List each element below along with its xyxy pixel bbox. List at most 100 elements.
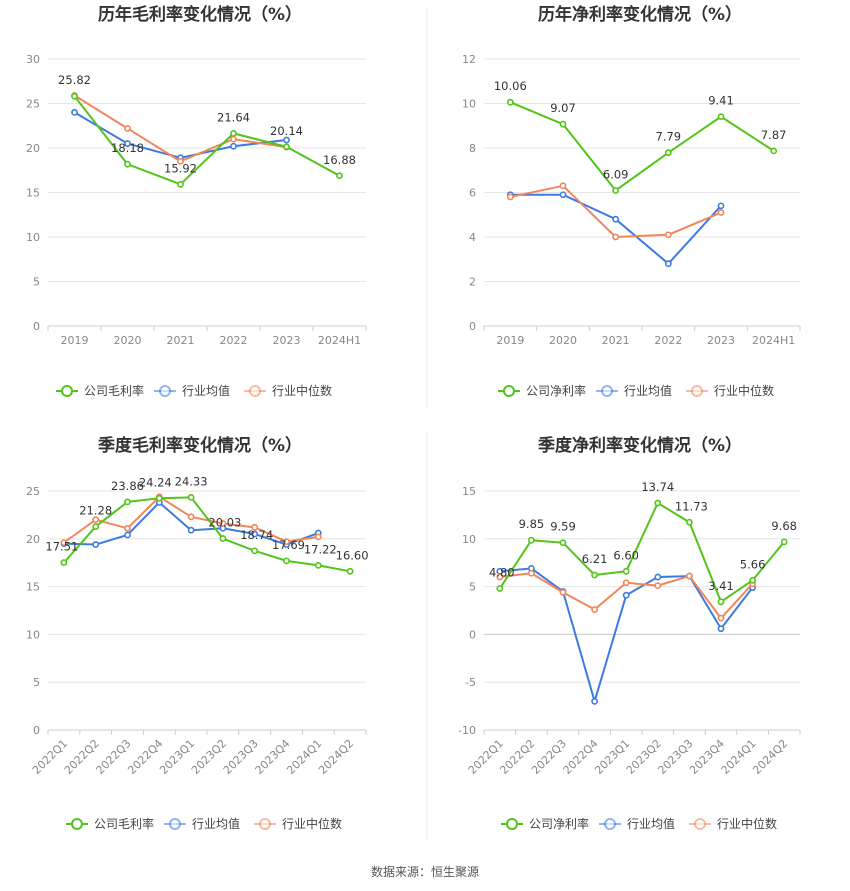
quarterly-net-legend-company[interactable]: 公司净利率 [501, 816, 589, 831]
quarterly-net-company-point[interactable] [654, 499, 662, 507]
annual-gross-legend-median[interactable]: 行业中位数 [244, 383, 332, 398]
quarterly-gross-avg-point[interactable] [251, 530, 259, 538]
quarterly-gross-median-point[interactable] [314, 533, 322, 541]
quarterly-gross-avg-point[interactable] [92, 541, 100, 548]
annual-gross-legend-avg[interactable]: 行业均值 [154, 383, 230, 398]
annual-gross-company-point[interactable] [230, 130, 237, 137]
annual-net-x-tick-label: 2023 [707, 334, 735, 347]
quarterly-net-company-point[interactable] [622, 567, 630, 575]
quarterly-net-median-point[interactable] [591, 606, 598, 613]
quarterly-gross-legend-swatch-dot [71, 818, 83, 830]
annual-gross-legend-swatch-dot [159, 385, 171, 397]
quarterly-net-legend-avg[interactable]: 行业均值 [599, 816, 675, 831]
quarterly-net-median-point[interactable] [496, 573, 504, 581]
quarterly-gross-company-point[interactable] [124, 498, 131, 506]
annual-net-median-point[interactable] [506, 193, 514, 201]
quarterly-gross-avg-point[interactable] [124, 531, 131, 539]
annual-net-median-point[interactable] [559, 182, 567, 190]
quarterly-gross-median-point[interactable] [283, 538, 290, 546]
quarterly-gross-avg-point[interactable] [187, 526, 195, 534]
quarterly-net-median-point[interactable] [654, 582, 662, 590]
annual-net-company-point[interactable] [612, 187, 620, 194]
quarterly-gross-company-point[interactable] [60, 559, 68, 567]
quarterly-gross-median-point[interactable] [124, 524, 131, 532]
quarterly-net-median-point[interactable] [717, 614, 725, 622]
quarterly-net-avg-point[interactable] [622, 591, 630, 599]
annual-net-avg-point[interactable] [559, 191, 567, 199]
quarterly-gross-legend-avg[interactable]: 行业均值 [164, 816, 240, 831]
annual-net-company-point[interactable] [770, 147, 778, 155]
annual-gross-company-point[interactable] [71, 92, 78, 100]
quarterly-net-median-point[interactable] [686, 572, 693, 580]
quarterly-net-median-point[interactable] [528, 569, 535, 577]
annual-gross-legend-company[interactable]: 公司毛利率 [56, 383, 144, 398]
quarterly-net-avg-point[interactable] [654, 573, 662, 581]
annual-net-median-point[interactable] [664, 231, 672, 239]
quarterly-gross-company-point[interactable] [346, 567, 354, 575]
annual-net-company-point[interactable] [664, 149, 672, 157]
data-source-note: 数据来源：恒生聚源 [371, 864, 479, 879]
annual-net-avg-point[interactable] [664, 260, 672, 268]
annual-gross-median-point[interactable] [230, 135, 237, 143]
annual-gross-median-point[interactable] [124, 125, 131, 132]
annual-net-legend-avg[interactable]: 行业均值 [596, 383, 672, 398]
quarterly-net-company-point[interactable] [686, 518, 693, 526]
quarterly-gross-median-point[interactable] [251, 523, 259, 531]
quarterly-gross-data-label: 24.24 [139, 475, 172, 489]
annual-gross-avg-point[interactable] [124, 140, 131, 147]
quarterly-gross-median-point[interactable] [60, 539, 68, 547]
annual-gross-data-label: 15.92 [164, 161, 197, 175]
quarterly-gross-company-point[interactable] [155, 494, 163, 502]
quarterly-gross-legend-median[interactable]: 行业中位数 [254, 816, 342, 831]
quarterly-net-company-point[interactable] [591, 571, 598, 579]
annual-gross-company-point[interactable] [283, 143, 290, 151]
annual-gross-avg-point[interactable] [283, 136, 290, 144]
quarterly-net-company-point[interactable] [528, 536, 535, 544]
quarterly-net-avg-point[interactable] [717, 625, 725, 633]
quarterly-net-legend-median[interactable]: 行业中位数 [689, 816, 777, 831]
quarterly-gross-company-line [63, 496, 351, 573]
quarterly-net-company-point[interactable] [559, 539, 567, 547]
annual-net-avg-point[interactable] [612, 215, 620, 223]
annual-gross-avg-point[interactable] [230, 142, 237, 150]
quarterly-gross-median-point[interactable] [219, 520, 227, 527]
quarterly-net-median-point[interactable] [622, 579, 630, 587]
annual-gross-company-point[interactable] [177, 180, 184, 188]
annual-net-legend-median[interactable]: 行业中位数 [686, 383, 774, 398]
quarterly-gross-company-point[interactable] [283, 557, 290, 565]
quarterly-net-data-label: 9.68 [771, 519, 797, 533]
annual-net-median-point[interactable] [717, 209, 725, 216]
annual-net-company-point[interactable] [506, 98, 514, 106]
annual-gross-avg-point[interactable] [71, 109, 78, 116]
quarterly-gross-company-point[interactable] [314, 561, 322, 569]
annual-net-legend-company[interactable]: 公司净利率 [498, 383, 586, 398]
annual-gross-company-point[interactable] [336, 172, 343, 180]
quarterly-gross-company-point[interactable] [187, 494, 195, 501]
quarterly-gross-median-point[interactable] [92, 516, 100, 524]
quarterly-net-y-tick-label: -10 [458, 724, 476, 737]
annual-gross-company-point[interactable] [124, 160, 131, 168]
quarterly-net-chart: 季度净利率变化情况（%）-10-50510152022Q12022Q22022Q… [458, 435, 801, 831]
annual-gross-y-tick-label: 15 [26, 187, 40, 200]
quarterly-net-avg-point[interactable] [591, 697, 598, 705]
quarterly-gross-company-point[interactable] [251, 547, 259, 555]
quarterly-net-company-point[interactable] [780, 538, 788, 546]
quarterly-net-company-point[interactable] [717, 598, 725, 606]
annual-net-chart: 历年净利率变化情况（%） 0 2 4 6 8 10 12 2019 2020 2021 2022 202… [462, 4, 801, 398]
quarterly-net-y-tick-label: -5 [465, 676, 476, 689]
annual-gross-legend-swatch-dot [61, 385, 73, 397]
annual-gross-median-point[interactable] [177, 157, 184, 165]
annual-net-avg-point[interactable] [717, 202, 725, 210]
quarterly-net-company-point[interactable] [496, 585, 504, 592]
annual-net-median-point[interactable] [612, 233, 620, 241]
annual-net-data-label: 9.41 [708, 94, 734, 108]
annual-gross-y-tick-label: 0 [33, 320, 40, 333]
quarterly-gross-legend-company[interactable]: 公司毛利率 [66, 816, 154, 831]
annual-net-company-point[interactable] [559, 120, 567, 128]
quarterly-net-median-point[interactable] [559, 588, 567, 596]
quarterly-net-company-point[interactable] [749, 576, 756, 584]
quarterly-gross-company-point[interactable] [219, 535, 227, 542]
annual-net-company-point[interactable] [717, 113, 725, 121]
quarterly-gross-company-point[interactable] [92, 523, 100, 530]
quarterly-gross-median-point[interactable] [187, 513, 195, 521]
